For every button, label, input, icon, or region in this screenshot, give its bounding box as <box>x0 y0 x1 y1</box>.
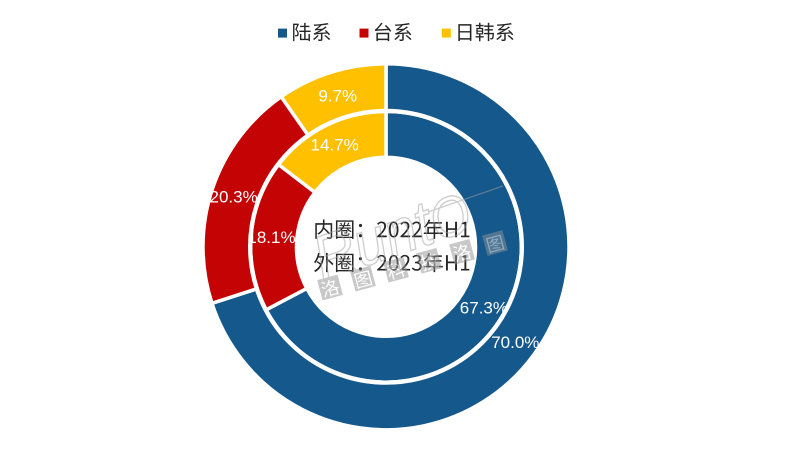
svg-text:20.3%: 20.3% <box>209 187 257 206</box>
svg-text:67.3%: 67.3% <box>460 298 508 317</box>
svg-text:14.7%: 14.7% <box>310 136 358 155</box>
svg-text:9.7%: 9.7% <box>318 86 357 105</box>
svg-text:18.1%: 18.1% <box>247 228 295 247</box>
svg-text:70.0%: 70.0% <box>491 333 539 352</box>
